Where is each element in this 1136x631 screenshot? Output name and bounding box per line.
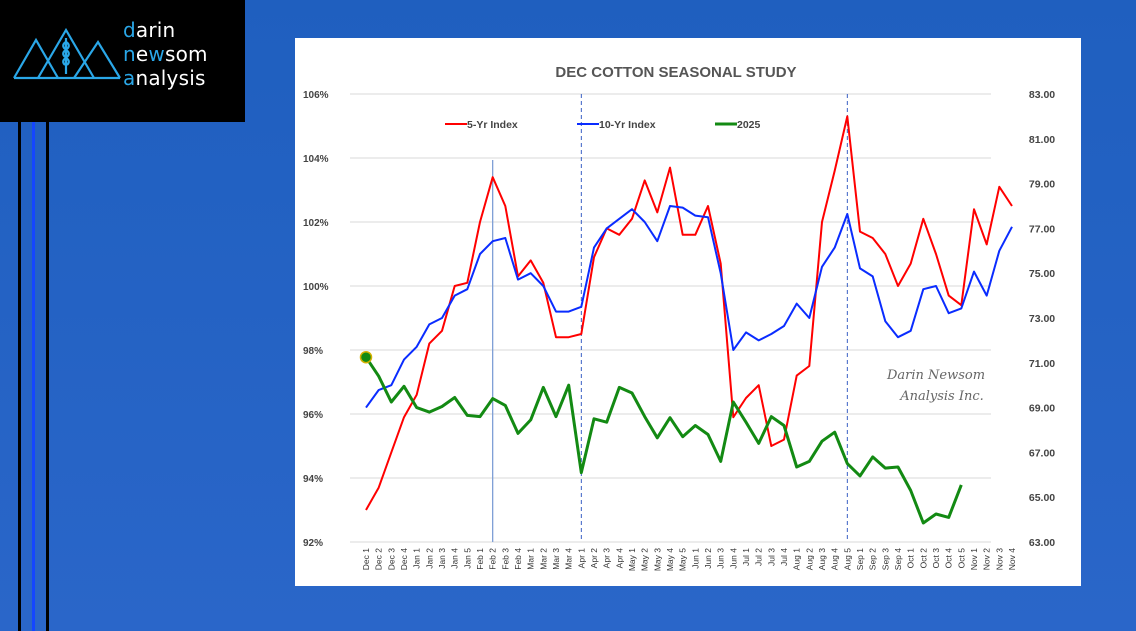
left-tick-label: 92% [303, 538, 323, 549]
x-tick-label: Jan 3 [437, 548, 447, 569]
x-tick-label: Dec 2 [374, 548, 384, 570]
right-tick-label: 73.00 [1029, 313, 1055, 325]
x-tick-label: Jan 1 [412, 548, 422, 569]
brand-word: som [164, 42, 208, 66]
x-tick-label: Oct 2 [918, 548, 928, 569]
x-tick-label: May 5 [678, 548, 688, 571]
decor-stripe [18, 122, 21, 631]
brand-letter: d [123, 18, 136, 42]
x-tick-label: Feb 3 [500, 548, 510, 570]
right-tick-label: 63.00 [1029, 537, 1055, 549]
decor-stripe [46, 122, 49, 631]
x-tick-label: Aug 5 [842, 548, 852, 570]
right-tick-label: 71.00 [1029, 358, 1055, 370]
x-tick-label: Apr 1 [576, 548, 586, 569]
x-tick-label: Oct 5 [956, 548, 966, 569]
brand-word: nalysis [135, 66, 206, 90]
x-tick-label: Jul 4 [779, 548, 789, 566]
x-tick-label: May 3 [652, 548, 662, 571]
right-tick-label: 67.00 [1029, 447, 1055, 459]
series-line-2025 [364, 356, 963, 525]
right-tick-label: 81.00 [1029, 134, 1055, 146]
x-tick-label: Sep 3 [880, 548, 890, 570]
x-tick-label: Oct 3 [931, 548, 941, 569]
x-tick-label: Nov 4 [1007, 548, 1017, 570]
x-tick-label: Feb 4 [513, 548, 523, 570]
x-tick-label: Feb 1 [475, 548, 485, 570]
legend-label: 2025 [737, 119, 761, 131]
right-tick-label: 65.00 [1029, 492, 1055, 504]
x-tick-label: Nov 1 [969, 548, 979, 570]
x-tick-label: Aug 1 [792, 548, 802, 570]
x-tick-label: May 2 [640, 548, 650, 571]
decor-stripe [32, 122, 35, 631]
right-tick-label: 77.00 [1029, 223, 1055, 235]
watermark-line2: Analysis Inc. [899, 389, 984, 404]
brand-name: darin newsom analysis [123, 18, 208, 90]
x-tick-label: Sep 2 [868, 548, 878, 570]
x-tick-label: Aug 4 [830, 548, 840, 570]
brand-word: arin [135, 18, 176, 42]
left-tick-label: 98% [303, 346, 323, 357]
x-tick-label: Jul 3 [766, 548, 776, 566]
legend-label: 5-Yr Index [467, 119, 518, 131]
right-tick-label: 79.00 [1029, 179, 1055, 191]
brand-letter: n [123, 42, 136, 66]
x-tick-label: Mar 2 [538, 548, 548, 570]
left-tick-label: 96% [303, 410, 323, 421]
brand-letter: a [123, 66, 136, 90]
x-tick-label: Jul 2 [754, 548, 764, 566]
series-line-5-yr-index [365, 115, 1013, 511]
right-tick-label: 69.00 [1029, 403, 1055, 415]
brand-word: e [135, 42, 149, 66]
x-tick-label: Jan 2 [424, 548, 434, 569]
x-tick-label: Jun 2 [703, 548, 713, 569]
x-tick-label: Sep 1 [855, 548, 865, 570]
x-tick-label: Apr 3 [602, 548, 612, 569]
left-tick-label: 104% [303, 154, 329, 165]
x-tick-label: Nov 3 [994, 548, 1004, 570]
x-tick-label: Aug 2 [804, 548, 814, 570]
right-tick-label: 75.00 [1029, 268, 1055, 280]
x-tick-label: Apr 4 [614, 548, 624, 569]
x-tick-label: May 1 [627, 548, 637, 571]
x-tick-label: Jun 1 [690, 548, 700, 569]
brand-logo: darin newsom analysis [0, 0, 245, 122]
x-tick-label: Sep 4 [893, 548, 903, 570]
x-tick-label: Oct 1 [906, 548, 916, 569]
x-tick-label: Jun 4 [728, 548, 738, 569]
x-tick-label: Feb 2 [488, 548, 498, 570]
x-tick-label: Jul 1 [741, 548, 751, 566]
chart-card: DEC COTTON SEASONAL STUDY 92% 94% 96% 98% 10… [295, 38, 1081, 586]
x-tick-label: Oct 4 [944, 548, 954, 569]
mountains-wheat-icon [13, 27, 121, 80]
legend-label: 10-Yr Index [599, 119, 656, 131]
chart-title: DEC COTTON SEASONAL STUDY [555, 64, 796, 81]
left-tick-label: 94% [303, 474, 323, 485]
x-tick-label: Dec 4 [399, 548, 409, 570]
watermark-line1: Darin Newsom [886, 368, 985, 383]
x-tick-label: Aug 3 [817, 548, 827, 570]
seasonal-chart: DEC COTTON SEASONAL STUDY 92% 94% 96% 98% 10… [303, 64, 1055, 571]
series-start-marker [359, 350, 373, 364]
left-tick-label: 100% [303, 282, 329, 293]
series-line-10-yr-index [365, 205, 1013, 409]
x-tick-label: Jan 4 [450, 548, 460, 569]
x-tick-label: Jun 3 [716, 548, 726, 569]
x-tick-label: Mar 3 [551, 548, 561, 570]
x-tick-label: Mar 1 [526, 548, 536, 570]
x-tick-label: Dec 1 [361, 548, 371, 570]
x-tick-label: Mar 4 [564, 548, 574, 570]
brand-letter: w [148, 42, 165, 66]
x-tick-label: May 4 [665, 548, 675, 571]
x-tick-label: Nov 2 [982, 548, 992, 570]
right-tick-label: 83.00 [1029, 89, 1055, 101]
left-tick-label: 102% [303, 218, 329, 229]
x-tick-label: Jan 5 [462, 548, 472, 569]
left-tick-label: 106% [303, 90, 329, 101]
x-tick-label: Dec 3 [386, 548, 396, 570]
x-tick-label: Apr 2 [589, 548, 599, 569]
